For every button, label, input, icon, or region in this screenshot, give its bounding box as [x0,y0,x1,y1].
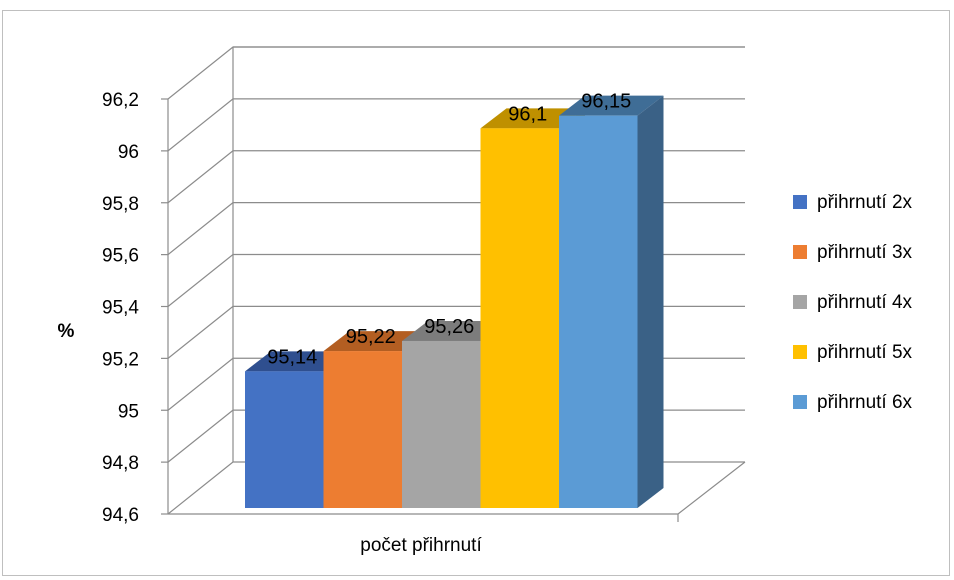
y-tick-label: 94,8 [102,453,139,474]
x-axis-label: počet přihrnutí [360,535,482,556]
y-axis-label: % [58,321,75,342]
y-tick-label: 95,6 [102,246,139,267]
legend-swatch [793,345,807,359]
legend-label: přihrnutí 2x [817,192,913,213]
data-label: 95,26 [424,316,474,338]
legend-label: přihrnutí 6x [817,392,913,413]
bar-top [245,351,350,372]
legend-label: přihrnutí 5x [817,342,913,363]
legend-item: přihrnutí 2x [793,192,913,213]
legend: přihrnutí 2x přihrnutí 3x přihrnutí 4x přih… [793,192,913,413]
legend-item: přihrnutí 3x [793,242,913,263]
bar-front [323,351,402,508]
data-label: 95,22 [346,326,396,348]
y-tick-label: 95,4 [102,298,139,319]
data-label: 96,15 [581,91,631,113]
bar-top [480,108,585,129]
y-tick-label: 96 [118,142,139,163]
bar-top [559,95,664,116]
bars [245,95,664,508]
legend-item: přihrnutí 5x [793,342,913,363]
legend-swatch [793,395,807,409]
legend-swatch [793,195,807,209]
data-labels: 95,14 95,22 95,26 96,1 96,15 [267,91,631,369]
y-tick-label: 95,2 [102,349,139,370]
y-tick-labels: 94,6 94,8 95 95,2 95,4 95,6 95,8 96 96,2 [102,90,139,526]
y-tick-label: 94,6 [102,505,139,526]
bar-side [637,95,664,508]
bar-front [559,115,638,508]
legend-item: přihrnutí 4x [793,292,913,313]
bar-front [245,371,324,508]
legend-swatch [793,295,807,309]
data-label: 96,1 [508,103,547,125]
y-tick-label: 96,2 [102,90,139,111]
legend-label: přihrnutí 4x [817,292,913,313]
y-tick-label: 95,8 [102,194,139,215]
bar-front [480,128,559,508]
gridline [167,46,745,100]
bar-top [323,331,428,352]
data-label: 95,14 [267,346,317,368]
chart-area: 94,6 94,8 95 95,2 95,4 95,6 95,8 96 96,2 95,14 95… [2,10,950,576]
bar-front [402,340,481,508]
legend-item: přihrnutí 6x [793,392,913,413]
legend-label: přihrnutí 3x [817,242,913,263]
bar [559,95,664,508]
y-tick-label: 95 [118,401,139,422]
bar-top [402,320,507,341]
legend-swatch [793,245,807,259]
gridline [167,98,745,152]
